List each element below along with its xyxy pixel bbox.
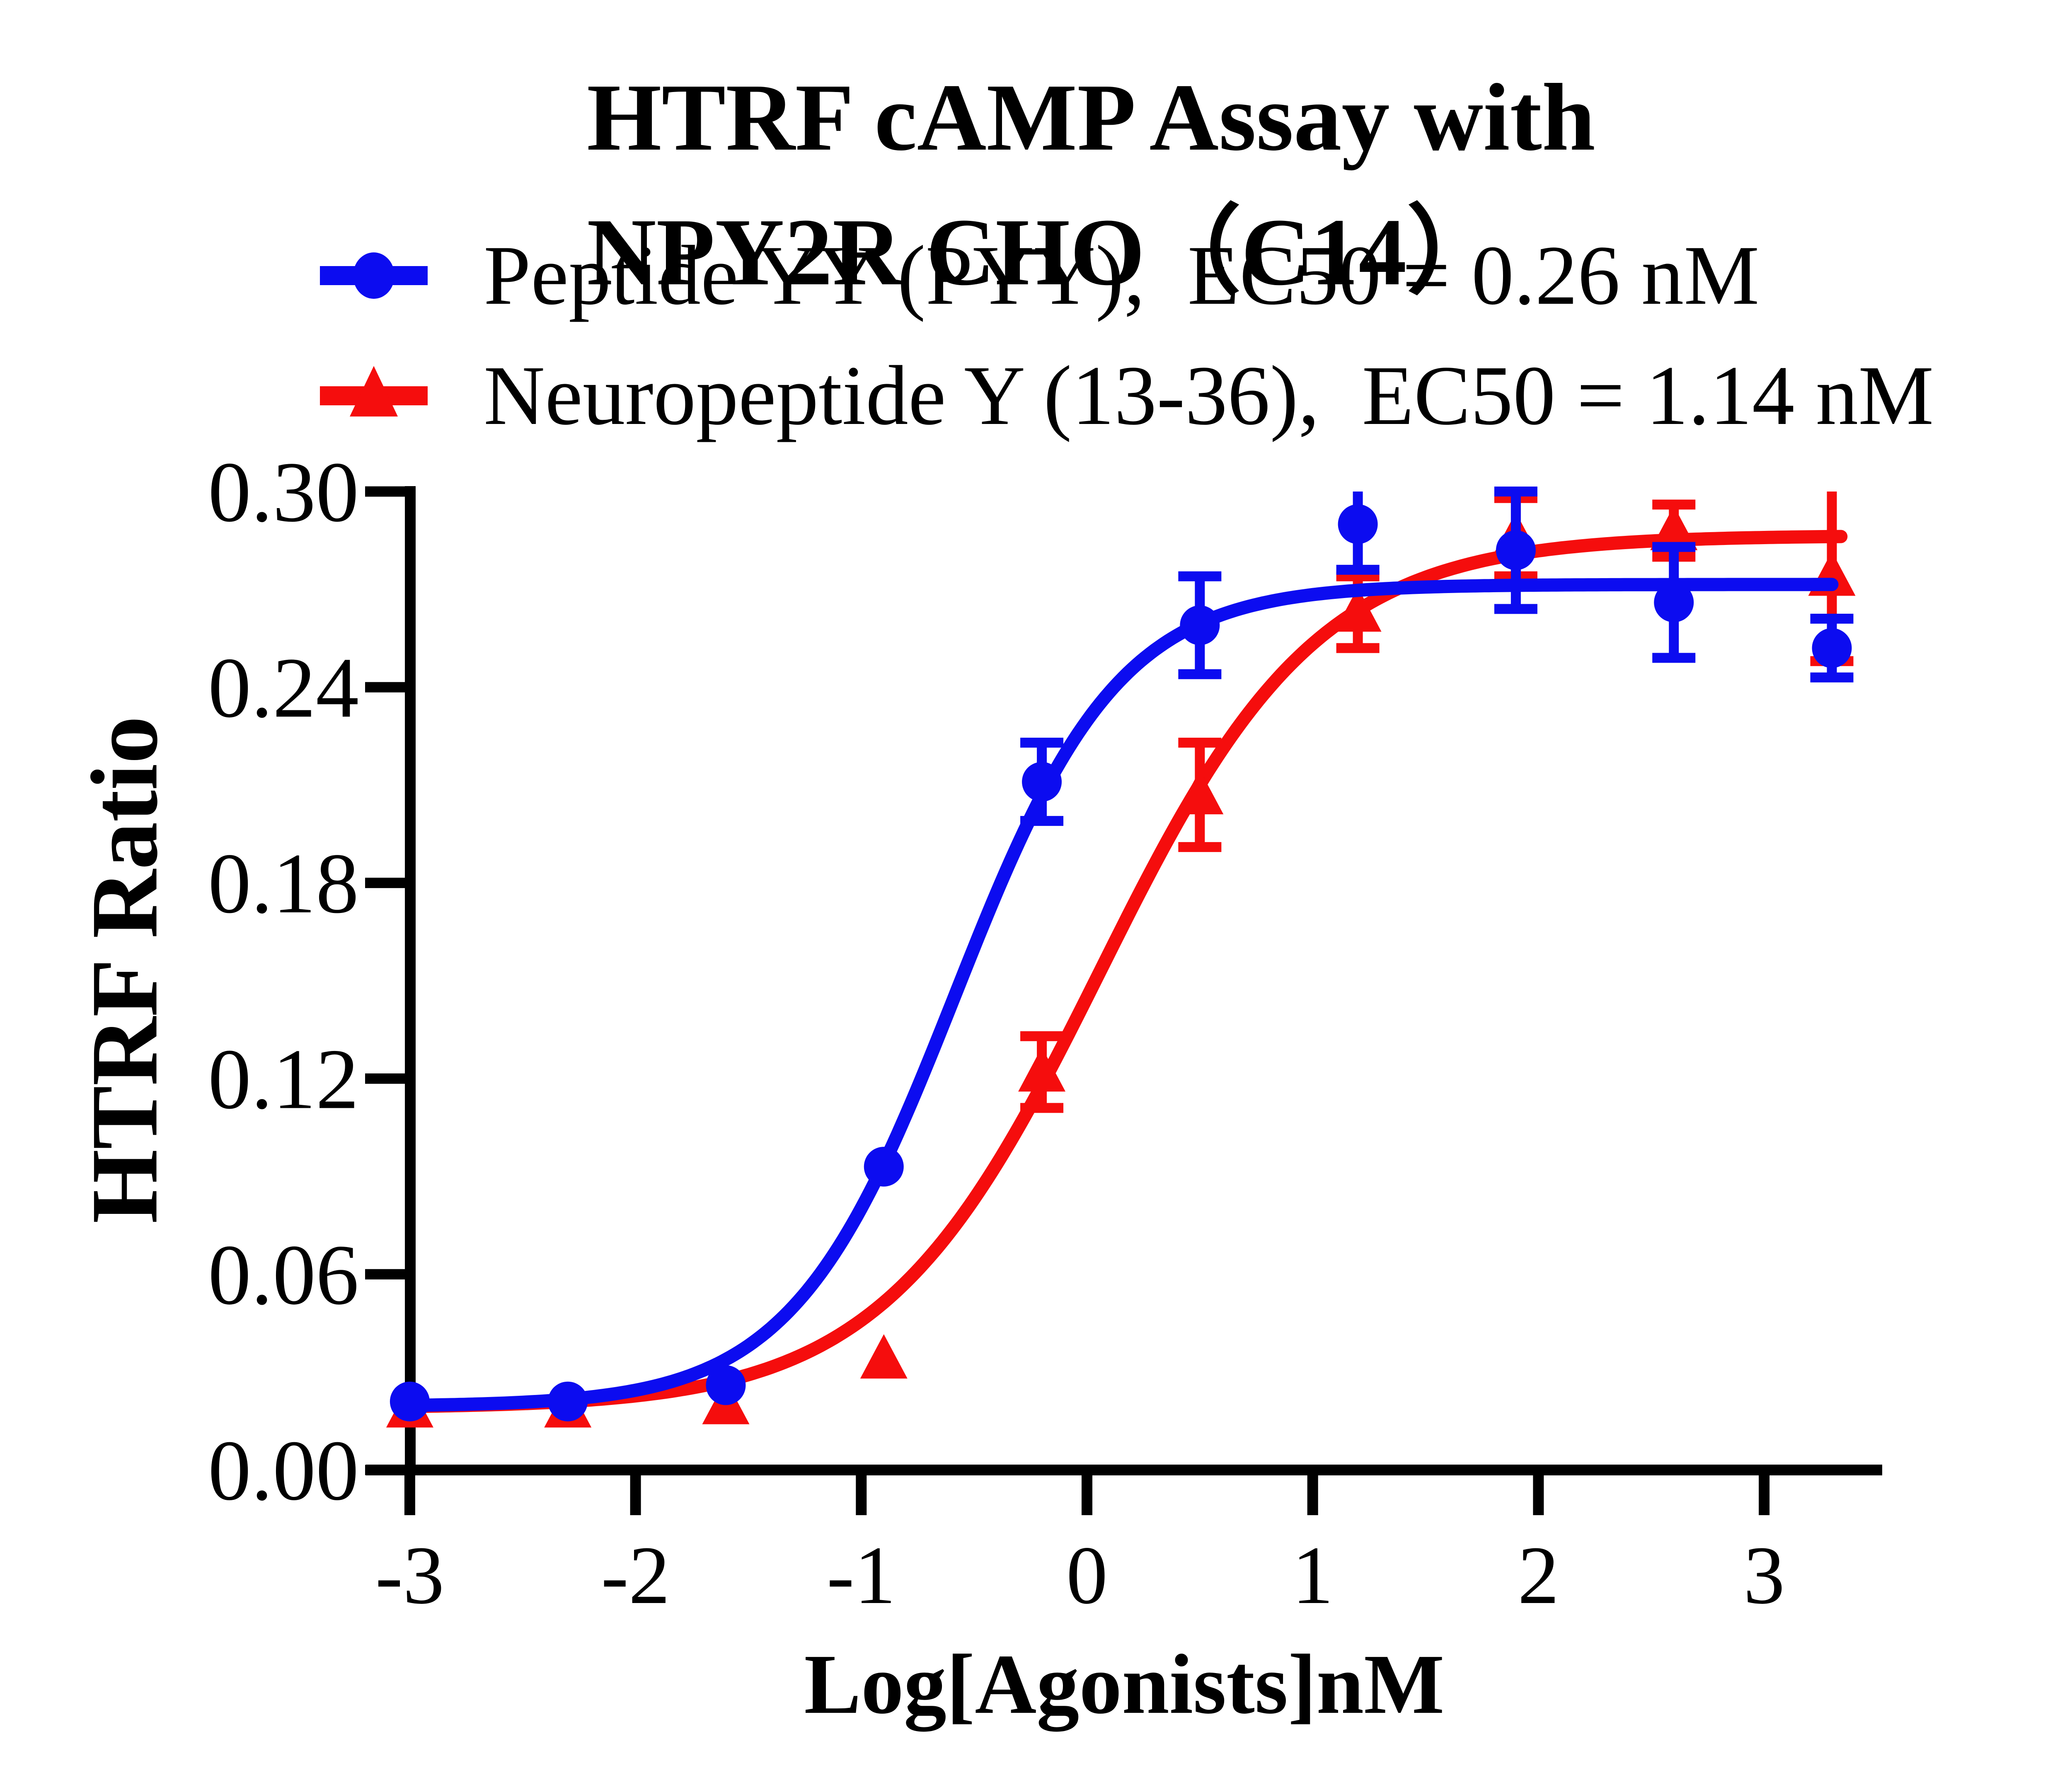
fit-curve — [403, 578, 1839, 1412]
y-tick-label: 0.18 — [208, 835, 359, 931]
x-tick-label: -1 — [827, 1530, 896, 1621]
data-point-circle — [1180, 605, 1220, 645]
data-point-triangle — [1176, 770, 1224, 814]
y-tick-label: 0.30 — [208, 444, 359, 540]
data-point-triangle — [1334, 587, 1382, 632]
data-point-circle — [706, 1365, 746, 1405]
x-tick-label: 3 — [1743, 1530, 1785, 1621]
x-tick-label: -3 — [375, 1530, 445, 1621]
y-tick-label: 0.00 — [208, 1423, 359, 1518]
data-point-circle — [864, 1147, 904, 1187]
legend-item-label: Peptide YY (PYY), EC50 = 0.26 nM — [484, 228, 1760, 322]
legend-item-label: Neuropeptide Y (13-36), EC50 = 1.14 nM — [484, 349, 1934, 443]
triangle-icon — [320, 366, 428, 417]
circle-icon — [320, 252, 428, 299]
y-tick-label: 0.06 — [208, 1227, 359, 1322]
data-point-circle — [1022, 762, 1062, 802]
x-tick-label: 1 — [1292, 1530, 1334, 1621]
legend-item-npy: Neuropeptide Y (13-36), EC50 = 1.14 nM — [320, 349, 1934, 443]
x-tick-label: 2 — [1518, 1530, 1559, 1621]
legend: Peptide YY (PYY), EC50 = 0.26 nM Neurope… — [320, 228, 1934, 443]
y-tick-label: 0.24 — [208, 640, 359, 735]
data-point-triangle — [1650, 506, 1698, 550]
x-axis-title: Log[Agonists]nM — [804, 1637, 1445, 1731]
data-point-triangle — [860, 1334, 908, 1379]
data-point-circle — [1496, 530, 1536, 570]
chart-title: HTRF cAMP Assay with NPY2R CHO（C14） — [587, 64, 1595, 305]
y-axis-title: HTRF Ratio — [71, 716, 177, 1224]
y-tick-label: 0.12 — [208, 1032, 359, 1127]
data-point-circle — [1338, 504, 1378, 544]
x-tick-label: 0 — [1066, 1530, 1108, 1621]
x-tick-label: -2 — [601, 1530, 670, 1621]
fit-curve — [403, 530, 1848, 1413]
data-point-circle — [390, 1381, 430, 1421]
legend-item-pyy: Peptide YY (PYY), EC50 = 0.26 nM — [320, 228, 1934, 322]
data-point-circle — [1812, 628, 1852, 668]
data-point-triangle — [1018, 1047, 1066, 1092]
data-point-circle — [548, 1381, 588, 1421]
data-point-circle — [1654, 582, 1694, 622]
